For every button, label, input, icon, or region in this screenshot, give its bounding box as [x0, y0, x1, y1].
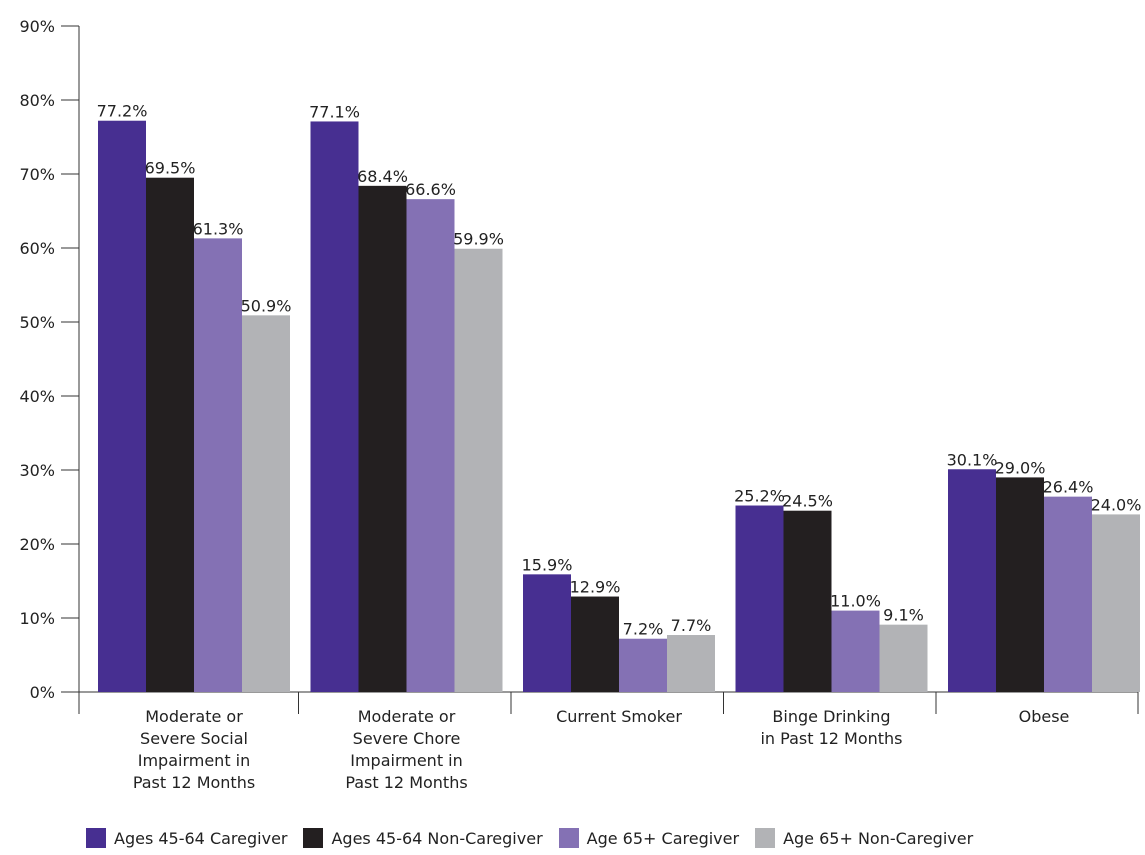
y-tick-label: 40% — [19, 387, 55, 406]
y-tick-label: 20% — [19, 535, 55, 554]
legend-label: Ages 45-64 Non-Caregiver — [331, 828, 543, 848]
bar — [667, 635, 715, 692]
data-label: 24.5% — [782, 492, 833, 511]
data-label: 66.6% — [405, 180, 456, 199]
legend-swatch — [303, 828, 324, 848]
data-label: 26.4% — [1043, 478, 1094, 497]
data-label: 69.5% — [145, 159, 196, 178]
y-tick-label: 60% — [19, 239, 55, 258]
bar — [242, 315, 290, 692]
bar — [310, 121, 359, 692]
y-tick-label: 0% — [30, 683, 55, 702]
y-tick-label: 70% — [19, 165, 55, 184]
y-axis: 0% 10% 20% 30% 40% 50% 60% 70% 80% 90% — [19, 17, 80, 702]
bar — [1092, 514, 1140, 692]
data-label: 61.3% — [193, 219, 244, 238]
y-tick-label: 30% — [19, 461, 55, 480]
bar — [523, 574, 571, 692]
category-labels: Moderate or Severe Social Impairment in Pas… — [133, 707, 1070, 792]
category-label: Moderate or — [358, 707, 456, 726]
category-label: Impairment in — [350, 751, 463, 770]
y-tick-label: 80% — [19, 91, 55, 110]
bar — [879, 624, 928, 692]
data-label: 29.0% — [995, 458, 1046, 477]
legend-label: Ages 45-64 Caregiver — [114, 828, 288, 848]
bar-chart: 0% 10% 20% 30% 40% 50% 60% 70% 80% 90% 77.2% 77.1%… — [19, 17, 1142, 792]
category-label: Binge Drinking — [772, 707, 890, 726]
y-tick-label: 10% — [19, 609, 55, 628]
data-label: 77.2% — [97, 102, 148, 121]
data-label: 59.9% — [453, 230, 504, 249]
bar — [358, 185, 407, 692]
category-label: Past 12 Months — [345, 773, 467, 792]
bar — [571, 596, 619, 692]
data-label: 30.1% — [947, 450, 998, 469]
legend: Ages 45-64 Caregiver Ages 45-64 Non-Careg… — [86, 826, 1145, 850]
data-label: 7.7% — [671, 616, 712, 635]
data-label: 24.0% — [1091, 495, 1142, 514]
bar — [406, 199, 455, 692]
category-label: Obese — [1019, 707, 1070, 726]
data-labels: 77.2% 77.1% 15.9% 25.2% 30.1% 69.5% 68.4% 12.9%… — [97, 102, 1142, 639]
bar — [783, 510, 832, 692]
category-label: Past 12 Months — [133, 773, 255, 792]
legend-item: Ages 45-64 Caregiver — [86, 828, 287, 848]
y-tick-label: 90% — [19, 17, 55, 36]
bar — [619, 638, 667, 692]
legend-item: Age 65+ Caregiver — [558, 828, 740, 848]
data-label: 15.9% — [522, 555, 573, 574]
bar — [194, 238, 242, 692]
bar — [1044, 496, 1092, 692]
category-label: Severe Social — [140, 729, 248, 748]
category-label: Impairment in — [138, 751, 251, 770]
legend-label: Age 65+ Caregiver — [586, 828, 740, 848]
category-label: in Past 12 Months — [760, 729, 902, 748]
bars — [98, 120, 1140, 693]
legend-item: Age 65+ Non-Caregiver — [755, 828, 973, 848]
legend-swatch — [86, 828, 106, 848]
data-label: 68.4% — [357, 167, 408, 186]
category-label: Severe Chore — [353, 729, 461, 748]
bar — [98, 120, 146, 693]
legend-item: Ages 45-64 Non-Caregiver — [303, 828, 543, 848]
legend-swatch — [755, 828, 776, 848]
legend-label: Age 65+ Non-Caregiver — [783, 828, 974, 848]
data-label: 50.9% — [241, 296, 292, 315]
category-label: Moderate or — [145, 707, 243, 726]
legend-swatch — [558, 828, 579, 848]
bar — [735, 505, 784, 692]
data-label: 12.9% — [570, 578, 621, 597]
bar — [146, 177, 194, 692]
bar — [454, 248, 503, 693]
data-label: 9.1% — [883, 606, 924, 625]
data-label: 7.2% — [623, 620, 664, 639]
data-label: 77.1% — [309, 102, 360, 121]
data-label: 25.2% — [734, 487, 785, 506]
data-label: 11.0% — [830, 592, 881, 611]
bar — [948, 469, 996, 692]
bar — [831, 610, 880, 692]
category-label: Current Smoker — [556, 707, 682, 726]
y-tick-label: 50% — [19, 313, 55, 332]
bar — [996, 477, 1044, 692]
